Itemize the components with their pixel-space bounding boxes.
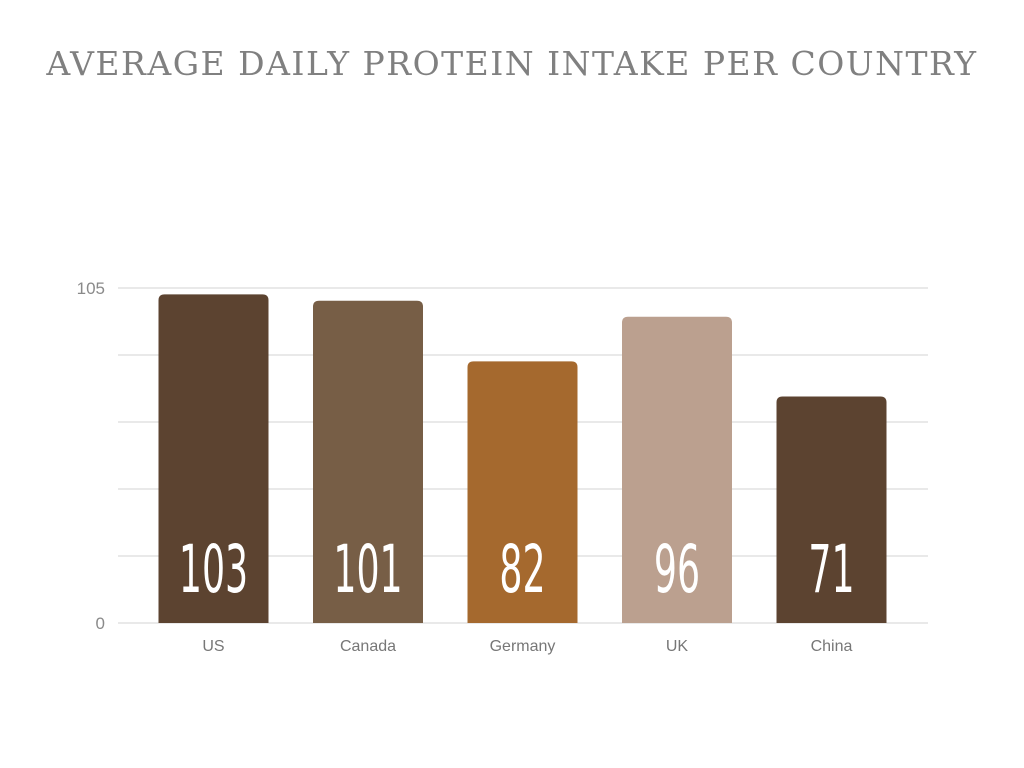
value-labels: 103 101 82 96 71 [179,531,855,608]
y-tick-label: 0 [96,614,105,633]
value-label-us: 103 [179,531,248,608]
bar-canada [313,300,423,623]
x-tick-label-us: US [202,638,224,655]
y-tick-label: 105 [77,279,105,298]
x-tick-label-canada: Canada [340,638,396,655]
bar-germany [467,361,578,623]
x-tick-label-germany: Germany [490,638,556,655]
bar-china [776,396,887,623]
value-label-germany: 82 [499,531,545,608]
x-tick-label-uk: UK [666,638,689,655]
bar-uk [622,316,732,623]
bar-us [158,294,269,623]
value-label-uk: 96 [654,531,700,608]
x-tick-label-china: China [811,638,853,655]
chart-title: AVERAGE DAILY PROTEIN INTAKE PER COUNTRY [46,44,978,83]
value-label-china: 71 [808,531,854,608]
x-axis-labels: US Canada Germany UK China [202,638,852,655]
y-axis-ticks: 0 105 [77,279,105,633]
value-label-canada: 101 [333,531,402,608]
bars [158,294,887,623]
